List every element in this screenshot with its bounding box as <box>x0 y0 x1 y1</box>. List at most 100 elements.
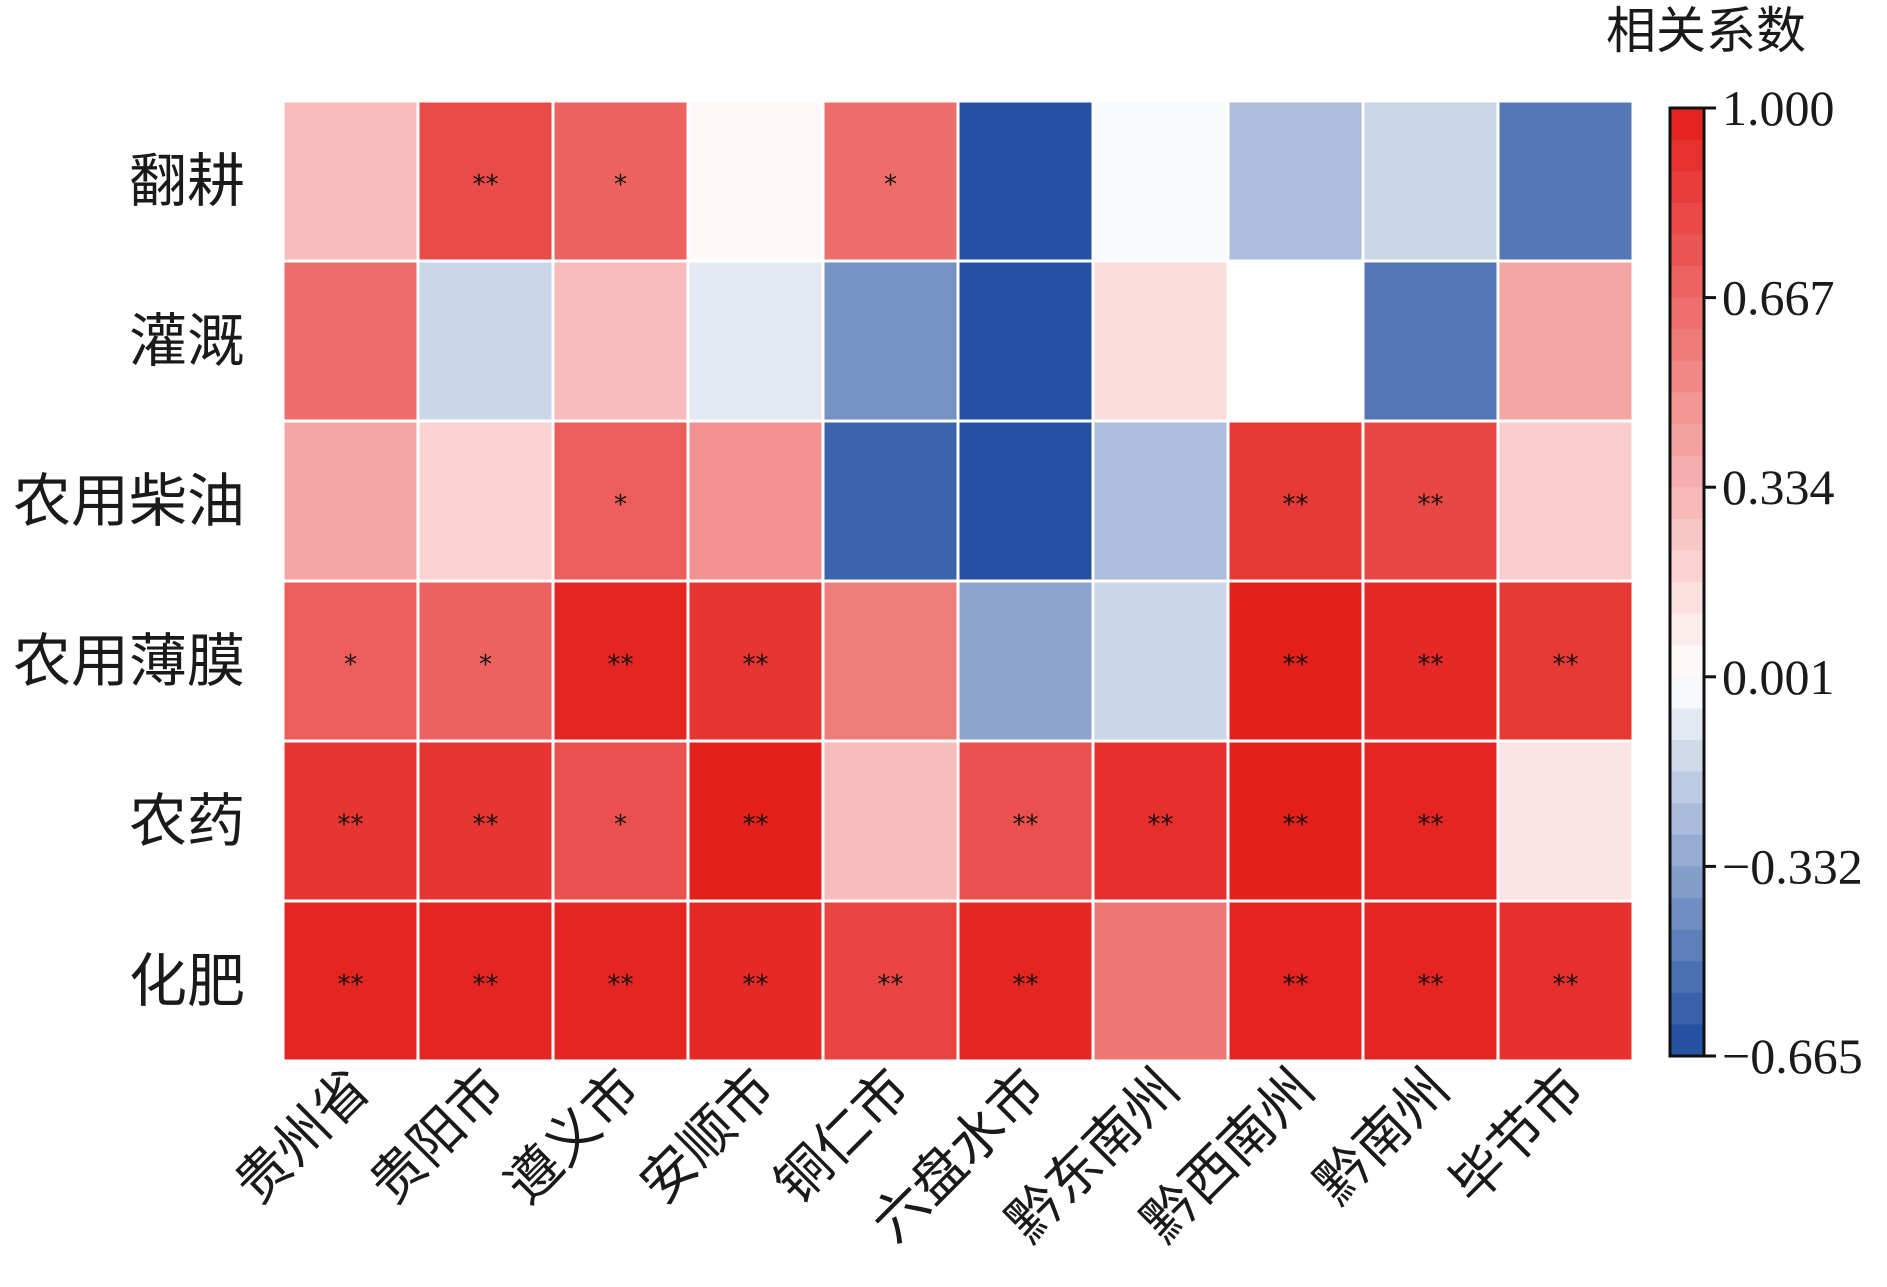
row-label: 农用柴油 <box>13 467 245 535</box>
row-label: 化肥 <box>129 947 245 1015</box>
significance-mark: ** <box>743 650 769 680</box>
colorbar-segment <box>1670 961 1704 994</box>
heatmap-cell <box>686 579 825 743</box>
colorbar-frame <box>1668 106 1706 1058</box>
colorbar-tick-label: 0.667 <box>1722 270 1835 326</box>
colorbar-segment <box>1670 234 1704 267</box>
heatmap-cell <box>281 99 420 263</box>
column-label: 毕节市 <box>1438 1057 1597 1216</box>
heatmap-cell <box>956 99 1095 263</box>
significance-mark: ** <box>1013 970 1039 1000</box>
heatmap-cell <box>956 739 1095 903</box>
column-label: 黔南州 <box>1303 1057 1462 1216</box>
heatmap-cell <box>1496 739 1635 903</box>
colorbar-segment <box>1670 550 1704 583</box>
heatmap-cell <box>686 99 825 263</box>
heatmap-cell <box>686 899 825 1063</box>
heatmap-cells <box>281 99 1635 1063</box>
heatmap-cell <box>1361 259 1500 423</box>
heatmap-cell <box>281 259 420 423</box>
heatmap-cell <box>1496 259 1635 423</box>
heatmap-cell <box>551 259 690 423</box>
significance-mark: ** <box>1418 490 1444 520</box>
heatmap-cell <box>416 419 555 583</box>
colorbar-segment <box>1670 771 1704 804</box>
column-label: 贵州省 <box>223 1057 382 1216</box>
row-label: 翻耕 <box>129 147 245 215</box>
colorbar: 1.000 0.667 0.334 0.001 −0.332 −0.665 相关系数 <box>1606 2 1863 1084</box>
column-label: 安顺市 <box>628 1057 787 1216</box>
significance-mark: ** <box>1553 650 1579 680</box>
heatmap-cell <box>686 739 825 903</box>
significance-mark: ** <box>473 170 499 200</box>
heatmap-cell <box>821 739 960 903</box>
significance-mark: ** <box>743 810 769 840</box>
colorbar-segment <box>1670 992 1704 1025</box>
colorbar-segment <box>1670 708 1704 741</box>
colorbar-segment <box>1670 582 1704 615</box>
colorbar-segment <box>1670 108 1704 141</box>
heatmap-cell <box>1361 419 1500 583</box>
colorbar-segment <box>1670 866 1704 899</box>
heatmap-cell <box>1226 899 1365 1063</box>
significance-mark: ** <box>743 970 769 1000</box>
significance-mark: ** <box>608 650 634 680</box>
colorbar-segment <box>1670 676 1704 709</box>
heatmap-cell <box>1226 739 1365 903</box>
heatmap-cell <box>416 579 555 743</box>
significance-mark: ** <box>1418 970 1444 1000</box>
colorbar-tick-label: 0.001 <box>1722 649 1835 705</box>
heatmap-cell <box>821 579 960 743</box>
colorbar-segment <box>1670 803 1704 836</box>
heatmap-cell <box>1091 419 1230 583</box>
heatmap-cell <box>1226 259 1365 423</box>
colorbar-segment <box>1670 266 1704 299</box>
heatmap-cell <box>1496 99 1635 263</box>
heatmap-cell <box>1361 899 1500 1063</box>
colorbar-tick-label: −0.332 <box>1722 838 1863 894</box>
heatmap-cell <box>1361 579 1500 743</box>
heatmap-cell <box>1496 899 1635 1063</box>
colorbar-segment <box>1670 424 1704 457</box>
colorbar-segment <box>1670 613 1704 646</box>
row-label: 灌溉 <box>129 307 245 375</box>
heatmap-cell <box>1091 739 1230 903</box>
significance-mark: ** <box>1283 490 1309 520</box>
significance-mark: * <box>614 170 627 200</box>
significance-mark: * <box>614 810 627 840</box>
significance-mark: ** <box>338 970 364 1000</box>
significance-mark: ** <box>608 970 634 1000</box>
colorbar-tick-label: 0.334 <box>1722 459 1835 515</box>
heatmap-cell <box>551 739 690 903</box>
colorbar-segment <box>1670 929 1704 962</box>
colorbar-segment <box>1670 360 1704 393</box>
heatmap-cell <box>686 259 825 423</box>
significance-mark: * <box>344 650 357 680</box>
heatmap-cell <box>1091 259 1230 423</box>
heatmap-cell <box>956 259 1095 423</box>
significance-mark: ** <box>473 970 499 1000</box>
significance-mark: ** <box>1553 970 1579 1000</box>
heatmap-cell <box>821 99 960 263</box>
heatmap-cell <box>551 99 690 263</box>
colorbar-tick-label: −0.665 <box>1722 1028 1863 1084</box>
colorbar-tick-label: 1.000 <box>1722 80 1835 136</box>
column-label: 遵义市 <box>493 1057 652 1216</box>
colorbar-segment <box>1670 487 1704 520</box>
heatmap-cell <box>1091 899 1230 1063</box>
significance-mark: ** <box>1148 810 1174 840</box>
colorbar-title: 相关系数 <box>1606 2 1806 60</box>
colorbar-segment <box>1670 518 1704 551</box>
row-label: 农用薄膜 <box>13 627 245 695</box>
heatmap-cell <box>281 739 420 903</box>
significance-marks: ** * ** ** *** * ** ** ** ** **** ** * ** ** ** ** **** **… <box>338 170 1579 1000</box>
significance-mark: ** <box>1418 810 1444 840</box>
significance-mark: ** <box>1013 810 1039 840</box>
column-label: 贵阳市 <box>358 1057 517 1216</box>
significance-mark: ** <box>1283 810 1309 840</box>
heatmap-cell <box>1091 99 1230 263</box>
